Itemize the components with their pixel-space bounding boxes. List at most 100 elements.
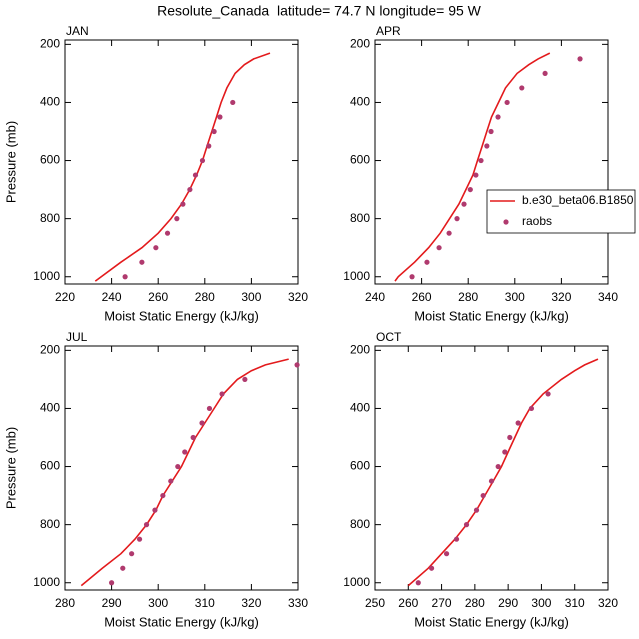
x-tick-label: 280 — [55, 596, 75, 610]
obs-point — [199, 420, 205, 426]
obs-point — [528, 405, 535, 412]
model-line — [407, 358, 599, 587]
x-tick-label: 220 — [55, 290, 75, 304]
x-axis-label: Moist Static Energy (kJ/kg) — [414, 308, 569, 323]
obs-point — [495, 463, 501, 470]
y-tick-label: 400 — [40, 401, 60, 415]
x-tick-label: 290 — [102, 596, 122, 610]
x-tick-label: 280 — [458, 290, 478, 304]
obs-point — [139, 259, 145, 265]
legend-label: b.e30_beta06.B1850 — [522, 193, 634, 207]
y-tick-label: 800 — [40, 517, 60, 531]
y-tick-label: 1000 — [33, 269, 60, 283]
y-tick-label: 800 — [350, 211, 370, 225]
model-line — [80, 358, 289, 587]
y-tick-label: 1000 — [33, 575, 60, 589]
obs-point — [122, 274, 128, 280]
obs-point — [164, 230, 171, 236]
x-tick-label: 240 — [365, 290, 385, 304]
obs-point — [136, 536, 143, 542]
x-tick-label: 260 — [412, 290, 432, 304]
legend-marker — [503, 219, 509, 225]
x-tick-label: 320 — [551, 290, 571, 304]
y-axis-label: Pressure (mb) — [3, 121, 18, 203]
x-tick-label: 280 — [195, 290, 215, 304]
x-tick-label: 310 — [195, 596, 215, 610]
x-tick-label: 320 — [598, 596, 618, 610]
obs-point — [409, 274, 415, 280]
obs-point — [454, 216, 460, 222]
obs-point — [480, 492, 486, 499]
model-line — [94, 52, 271, 282]
obs-point — [219, 391, 225, 397]
obs-point — [182, 449, 188, 455]
obs-point — [519, 85, 525, 91]
y-tick-label: 600 — [350, 153, 370, 167]
obs-point — [467, 186, 473, 193]
obs-point — [428, 565, 435, 571]
x-tick-label: 300 — [148, 596, 168, 610]
obs-point — [463, 522, 470, 528]
obs-point — [174, 216, 180, 222]
x-tick-label: 300 — [531, 596, 551, 610]
y-tick-label: 200 — [350, 343, 370, 357]
obs-point — [495, 114, 501, 120]
plot-frame — [64, 39, 299, 285]
obs-point — [192, 172, 199, 178]
x-tick-label: 340 — [598, 290, 618, 304]
obs-point — [217, 114, 223, 120]
obs-point — [109, 580, 115, 586]
obs-point — [120, 565, 126, 571]
obs-point — [446, 230, 452, 236]
y-tick-label: 800 — [40, 211, 60, 225]
y-tick-label: 200 — [350, 37, 370, 51]
panel-title: OCT — [376, 330, 402, 344]
y-axis-label: Pressure (mb) — [3, 427, 18, 509]
obs-point — [206, 143, 212, 149]
x-tick-label: 300 — [505, 290, 525, 304]
obs-point — [502, 449, 508, 455]
y-tick-label: 600 — [350, 459, 370, 473]
figure-title: Resolute_Canada latitude= 74.7 N longitu… — [157, 3, 482, 19]
obs-point — [180, 201, 186, 207]
obs-point — [168, 478, 174, 484]
obs-point — [443, 551, 450, 557]
obs-point — [199, 157, 206, 164]
legend-label: raobs — [522, 214, 552, 228]
obs-point — [478, 157, 484, 164]
obs-point — [187, 186, 193, 193]
y-tick-label: 600 — [40, 459, 60, 473]
x-tick-label: 310 — [565, 596, 585, 610]
obs-point — [206, 405, 213, 412]
obs-point — [415, 580, 421, 586]
plot-frame — [374, 39, 609, 285]
x-tick-label: 320 — [288, 290, 308, 304]
panel-title: JAN — [66, 24, 89, 38]
x-axis-label: Moist Static Energy (kJ/kg) — [414, 614, 569, 629]
x-tick-label: 300 — [241, 290, 261, 304]
y-tick-label: 800 — [350, 517, 370, 531]
y-tick-label: 400 — [40, 95, 60, 109]
obs-point — [436, 245, 442, 251]
obs-point — [507, 434, 513, 441]
y-tick-label: 200 — [40, 343, 60, 357]
obs-point — [473, 172, 479, 178]
plot-frame — [374, 345, 609, 591]
x-tick-label: 320 — [241, 596, 261, 610]
obs-point — [461, 201, 467, 207]
x-tick-label: 260 — [398, 596, 418, 610]
obs-point — [515, 420, 521, 426]
obs-point — [484, 143, 490, 149]
legend-box — [486, 189, 636, 234]
x-tick-label: 240 — [102, 290, 122, 304]
panel-title: APR — [376, 24, 401, 38]
x-tick-label: 250 — [365, 596, 385, 610]
y-tick-label: 400 — [350, 401, 370, 415]
y-tick-label: 1000 — [343, 269, 370, 283]
x-tick-label: 270 — [432, 596, 452, 610]
y-tick-label: 400 — [350, 95, 370, 109]
obs-point — [129, 551, 135, 557]
y-tick-label: 1000 — [343, 575, 370, 589]
obs-point — [190, 434, 196, 441]
obs-point — [542, 70, 548, 77]
